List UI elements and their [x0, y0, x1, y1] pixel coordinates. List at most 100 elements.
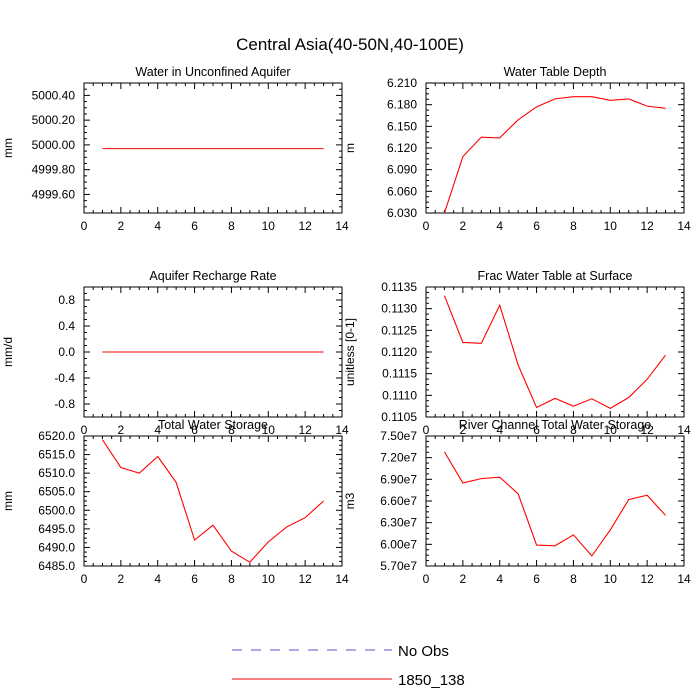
y-tick-label: 6.00e7 — [380, 537, 417, 551]
x-tick-label: 4 — [154, 572, 161, 586]
chart-panel-6: River Channel Total Water Storage m3 0 2 4 6 8… — [343, 418, 691, 586]
x-tick-label: 2 — [460, 219, 467, 233]
y-tick-label: 6.150 — [387, 119, 417, 133]
y-axis-label: unitless [0-1] — [343, 318, 357, 386]
y-axis-label: m3 — [343, 492, 357, 509]
x-tick-label: 2 — [118, 423, 125, 437]
x-tick-label: 8 — [570, 423, 577, 437]
y-tick-label: 6.060 — [387, 184, 417, 198]
y-tick-label: 0.1135 — [381, 280, 417, 294]
y-tick-label: 0.1105 — [381, 410, 417, 424]
chart-panel-4: Frac Water Table at Surface unitless [0-1… — [343, 269, 691, 437]
y-tick-label: 4999.60 — [32, 187, 76, 201]
x-tick-label: 4 — [154, 423, 161, 437]
y-tick-label: 6.120 — [387, 141, 417, 155]
figure-title: Central Asia(40-50N,40-100E) — [236, 35, 464, 54]
y-tick-label: 0.1120 — [381, 345, 417, 359]
x-tick-label: 12 — [298, 423, 312, 437]
y-tick-label: -0.8 — [54, 397, 75, 411]
x-tick-label: 8 — [570, 219, 577, 233]
chart-panel-2: Water Table Depth m 0 2 4 6 8 10 12 14 6.030 6.060 6… — [343, 65, 691, 233]
x-tick-label: 6 — [533, 572, 540, 586]
series-line-1850_138 — [443, 96, 666, 214]
y-tick-label: 5000.00 — [32, 138, 76, 152]
y-axis-label: mm/d — [1, 337, 15, 367]
y-tick-label: 6490.0 — [38, 540, 75, 554]
y-axis-label: mm — [1, 138, 15, 158]
y-axis-label: m — [343, 143, 357, 153]
x-tick-label: 2 — [460, 423, 467, 437]
y-tick-label: 0.0 — [58, 345, 75, 359]
x-tick-label: 12 — [640, 423, 654, 437]
y-tick-label: 5.70e7 — [380, 559, 417, 573]
y-tick-label: 5000.40 — [32, 88, 76, 102]
y-tick-label: 0.1130 — [381, 302, 417, 316]
x-tick-label: 12 — [298, 219, 312, 233]
x-tick-label: 8 — [570, 572, 577, 586]
x-tick-label: 8 — [228, 219, 235, 233]
y-tick-label: 6520.0 — [38, 429, 75, 443]
y-tick-label: 0.1125 — [381, 323, 417, 337]
y-tick-label: 5000.20 — [32, 113, 76, 127]
x-tick-label: 2 — [460, 572, 467, 586]
y-tick-label: 6500.0 — [38, 503, 75, 517]
chart-title: River Channel Total Water Storage — [459, 418, 652, 432]
chart-panel-3: Aquifer Recharge Rate mm/d 0 2 4 6 8 10 12 14 -0.8… — [1, 269, 349, 437]
x-tick-label: 4 — [496, 423, 503, 437]
x-tick-label: 4 — [496, 572, 503, 586]
x-tick-label: 14 — [335, 572, 349, 586]
x-tick-label: 4 — [496, 219, 503, 233]
y-tick-label: 4999.80 — [32, 163, 76, 177]
x-tick-label: 6 — [533, 219, 540, 233]
legend-label: 1850_138 — [398, 672, 465, 689]
x-tick-label: 4 — [154, 219, 161, 233]
x-tick-label: 6 — [191, 423, 198, 437]
chart-title: Total Water Storage — [158, 418, 268, 432]
y-tick-label: 6515.0 — [38, 448, 75, 462]
series-line-1850_138 — [443, 451, 666, 557]
chart-panels: Water in Unconfined Aquifer mm 0 2 4 6 8 10 12 14… — [1, 65, 691, 586]
y-tick-label: 6.180 — [387, 98, 417, 112]
x-tick-label: 14 — [335, 219, 349, 233]
x-tick-label: 10 — [604, 572, 618, 586]
chart-title: Aquifer Recharge Rate — [149, 269, 276, 283]
series-line-1850_138 — [101, 439, 324, 563]
x-tick-label: 12 — [640, 219, 654, 233]
chart-title: Frac Water Table at Surface — [478, 269, 633, 283]
x-tick-label: 10 — [262, 572, 276, 586]
y-tick-label: 0.1115 — [382, 367, 417, 381]
y-tick-label: 7.50e7 — [380, 429, 417, 443]
x-tick-label: 10 — [262, 423, 276, 437]
x-tick-label: 10 — [262, 219, 276, 233]
x-tick-label: 0 — [81, 219, 88, 233]
x-tick-label: 14 — [677, 572, 691, 586]
x-tick-label: 0 — [81, 572, 88, 586]
plot-frame — [425, 286, 685, 418]
plot-frame — [425, 435, 685, 567]
x-tick-label: 0 — [423, 572, 430, 586]
x-tick-label: 6 — [533, 423, 540, 437]
y-tick-label: 0.4 — [58, 319, 75, 333]
x-tick-label: 8 — [228, 572, 235, 586]
chart-title: Water in Unconfined Aquifer — [135, 65, 290, 79]
y-tick-label: 6485.0 — [38, 559, 75, 573]
y-tick-label: 6.30e7 — [380, 516, 417, 530]
x-tick-label: 0 — [423, 423, 430, 437]
plot-frame — [83, 435, 343, 567]
x-tick-label: 12 — [640, 572, 654, 586]
x-tick-label: 0 — [81, 423, 88, 437]
y-tick-label: 6.60e7 — [380, 494, 417, 508]
y-tick-label: 6495.0 — [38, 522, 75, 536]
legend: No Obs 1850_138 — [232, 643, 465, 689]
x-tick-label: 10 — [604, 423, 618, 437]
chart-panel-1: Water in Unconfined Aquifer mm 0 2 4 6 8 10 12 14… — [1, 65, 349, 233]
plot-frame — [425, 82, 685, 214]
x-tick-label: 14 — [335, 423, 349, 437]
y-tick-label: 6.090 — [387, 163, 417, 177]
y-tick-label: 6505.0 — [38, 485, 75, 499]
x-tick-label: 2 — [118, 572, 125, 586]
x-tick-label: 12 — [298, 572, 312, 586]
x-tick-label: 2 — [118, 219, 125, 233]
legend-label: No Obs — [398, 643, 449, 660]
